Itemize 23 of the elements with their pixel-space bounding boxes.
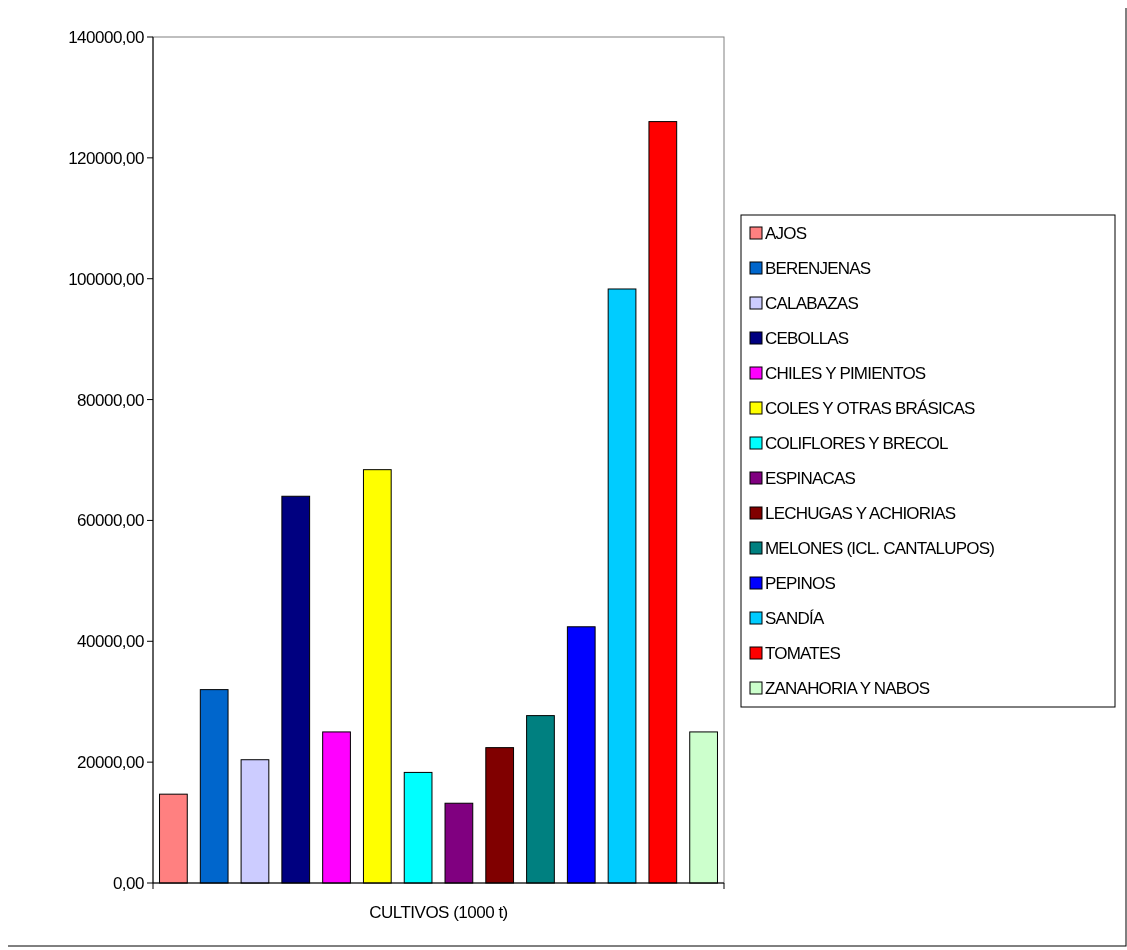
legend-label: COLES Y OTRAS BRÁSICAS [765,398,975,418]
y-tick-label: 80000,00 [77,390,145,410]
legend-label: BERENJENAS [765,258,871,278]
y-tick-label: 100000,00 [68,269,145,289]
legend-label: MELONES (ICL. CANTALUPOS) [765,538,995,558]
y-tick-label: 40000,00 [77,632,145,652]
legend-label: LECHUGAS Y ACHIORIAS [765,503,956,523]
x-axis-title: CULTIVOS (1000 t) [369,903,508,922]
y-tick-label: 0,00 [112,873,145,893]
legend-label: AJOS [765,223,807,243]
legend-label: TOMATES [765,643,841,663]
legend-label: SANDÍA [765,608,825,628]
legend-label: CHILES Y PIMIENTOS [765,363,926,383]
y-tick-label: 120000,00 [68,148,145,168]
y-tick-label: 140000,00 [68,27,145,47]
legend-label: PEPINOS [765,573,836,593]
y-tick-label: 60000,00 [77,511,145,531]
legend-label: CALABAZAS [765,293,859,313]
legend-label: COLIFLORES Y BRECOL [765,433,948,453]
legend-label: ESPINACAS [765,468,856,488]
y-tick-label: 20000,00 [77,753,145,773]
legend-label: CEBOLLAS [765,328,849,348]
legend-label: ZANAHORIA Y NABOS [765,678,930,698]
